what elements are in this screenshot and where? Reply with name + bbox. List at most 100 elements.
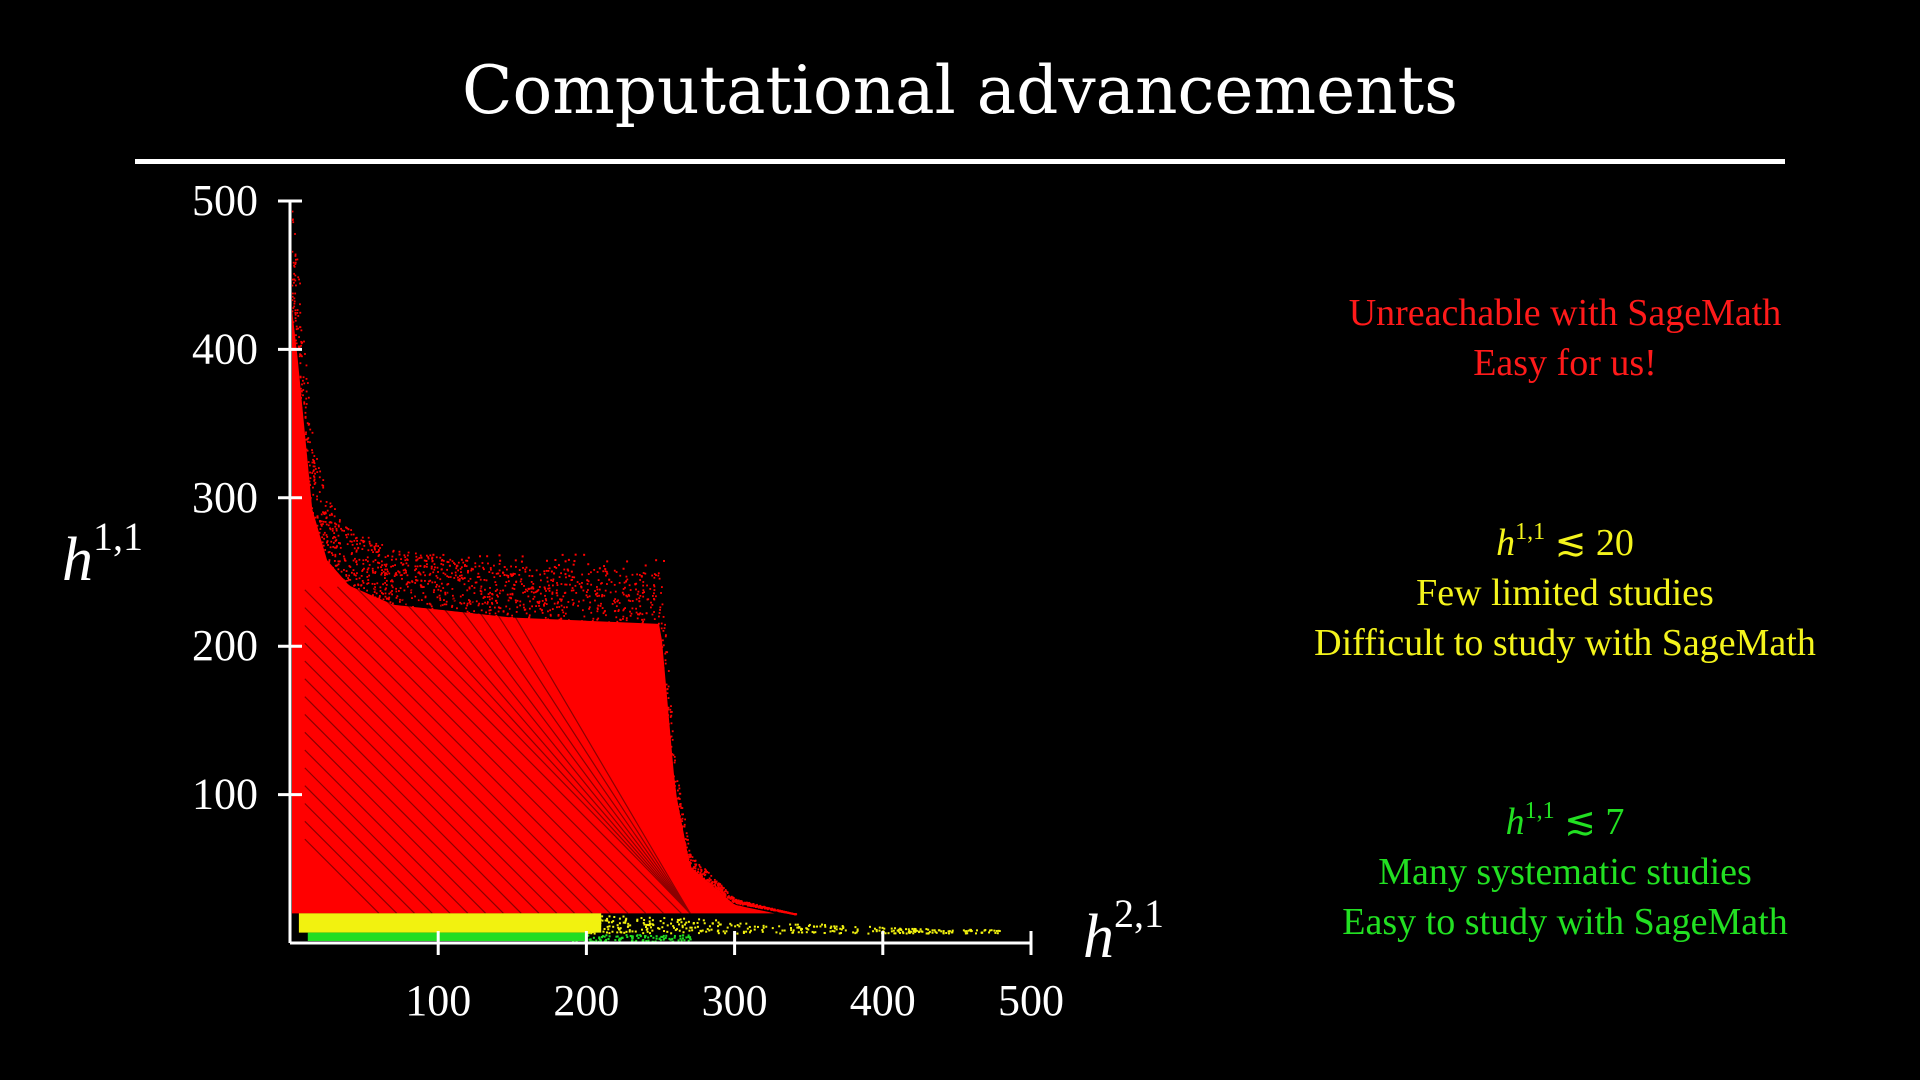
yellow-point — [852, 931, 855, 934]
red-point — [352, 569, 355, 572]
annotation-unreachable: Unreachable with SageMath Easy for us! — [1215, 288, 1915, 388]
red-point — [384, 588, 387, 591]
red-texture-line — [304, 785, 433, 914]
red-point — [627, 657, 630, 660]
yellow-point — [878, 926, 881, 929]
red-point — [379, 586, 382, 589]
red-point — [606, 627, 609, 630]
annotation-green-math: h1,1 ≲ 7 — [1215, 797, 1915, 847]
red-point — [554, 660, 557, 662]
red-point — [434, 616, 437, 619]
red-point — [420, 580, 423, 582]
red-point — [345, 536, 348, 539]
red-point — [755, 905, 757, 908]
yellow-point — [811, 930, 814, 933]
red-point — [530, 630, 533, 633]
red-point — [719, 890, 722, 893]
yellow-point — [680, 921, 683, 924]
red-point — [356, 572, 358, 575]
red-point — [709, 879, 712, 881]
red-point — [353, 572, 356, 575]
red-point — [408, 581, 411, 584]
red-point — [413, 639, 416, 642]
red-point — [481, 562, 484, 564]
red-point — [582, 635, 585, 638]
red-point — [581, 582, 583, 584]
red-point — [414, 575, 417, 578]
red-point — [719, 883, 722, 885]
yellow-point — [685, 921, 688, 924]
red-point — [493, 564, 495, 567]
red-point — [506, 593, 509, 596]
red-point — [651, 603, 654, 606]
green-point — [654, 940, 657, 943]
red-point — [350, 632, 353, 634]
yellow-point — [678, 929, 681, 932]
red-point — [694, 863, 697, 866]
red-point — [546, 576, 549, 579]
red-point — [583, 662, 586, 665]
yellow-point — [908, 929, 911, 932]
annotation-green-math-sup: 1,1 — [1524, 798, 1555, 824]
red-point — [382, 598, 385, 601]
annotation-yellow-math-sup: 1,1 — [1515, 519, 1546, 545]
green-point — [663, 937, 666, 940]
red-point — [593, 568, 596, 571]
red-point — [460, 566, 463, 569]
red-point — [375, 551, 378, 554]
red-point — [334, 522, 336, 525]
red-point — [538, 602, 540, 605]
red-point — [313, 475, 315, 478]
red-point — [333, 560, 336, 562]
red-point — [320, 513, 323, 516]
red-point — [625, 580, 628, 583]
red-point — [425, 625, 428, 628]
red-point — [456, 651, 459, 654]
red-point — [465, 607, 468, 610]
red-point — [670, 714, 673, 717]
red-point — [316, 495, 318, 498]
green-point — [679, 935, 682, 938]
red-point — [321, 541, 324, 544]
red-point — [314, 472, 316, 475]
red-point — [363, 587, 366, 590]
red-point — [564, 648, 566, 651]
red-point — [315, 553, 318, 555]
green-point — [579, 938, 582, 941]
red-point — [326, 540, 329, 542]
yellow-point — [670, 922, 673, 925]
red-point — [378, 597, 381, 599]
red-point — [597, 632, 600, 635]
red-point — [430, 567, 433, 570]
red-point — [292, 332, 294, 335]
yellow-point — [673, 926, 676, 929]
red-point — [317, 548, 320, 551]
red-point — [407, 625, 410, 627]
red-point — [316, 544, 319, 547]
red-point — [642, 581, 645, 583]
red-point — [493, 576, 496, 579]
red-point — [350, 625, 353, 628]
red-point — [493, 606, 496, 609]
yellow-point — [586, 922, 589, 925]
red-point — [558, 606, 561, 608]
red-point — [585, 594, 588, 597]
red-point — [715, 888, 718, 891]
red-point — [666, 692, 669, 695]
red-point — [325, 501, 328, 503]
red-point — [314, 541, 317, 544]
red-point — [303, 402, 306, 405]
red-point — [428, 649, 431, 651]
yellow-point — [819, 925, 822, 928]
red-point — [665, 683, 668, 686]
red-point — [602, 645, 605, 648]
red-point — [432, 591, 435, 594]
yellow-point — [753, 925, 756, 928]
red-point — [536, 634, 539, 637]
red-point — [534, 621, 537, 624]
red-point — [390, 649, 393, 652]
red-point — [560, 604, 563, 607]
red-point — [334, 564, 337, 567]
green-point — [660, 935, 663, 938]
red-point — [619, 574, 622, 577]
